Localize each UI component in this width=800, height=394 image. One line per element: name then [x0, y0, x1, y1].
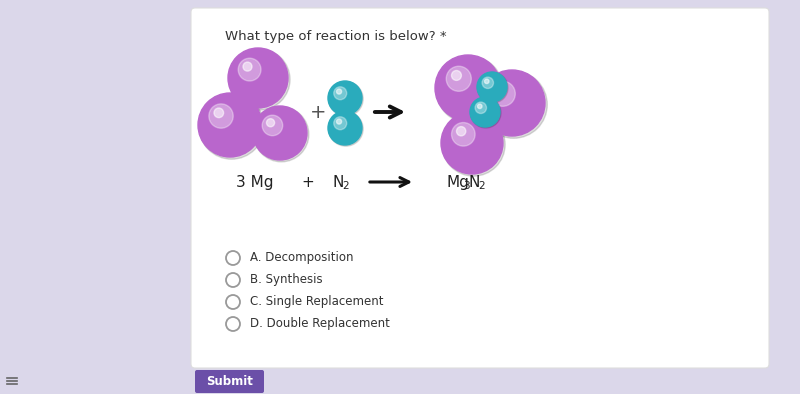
Circle shape — [470, 97, 501, 128]
Circle shape — [328, 111, 362, 145]
Circle shape — [490, 81, 515, 106]
Circle shape — [470, 97, 500, 127]
Circle shape — [482, 77, 494, 89]
Circle shape — [479, 70, 545, 136]
Text: 3 Mg: 3 Mg — [236, 175, 274, 190]
Circle shape — [262, 115, 282, 136]
Text: 2: 2 — [478, 181, 485, 191]
Text: Mg: Mg — [446, 175, 469, 190]
Text: +: + — [302, 175, 314, 190]
Circle shape — [334, 117, 346, 130]
Circle shape — [214, 108, 224, 118]
Circle shape — [228, 48, 288, 108]
Circle shape — [329, 112, 363, 146]
Circle shape — [495, 85, 506, 95]
Text: Submit: Submit — [206, 375, 253, 388]
Text: B. Synthesis: B. Synthesis — [250, 273, 322, 286]
Text: 3: 3 — [463, 181, 470, 191]
Circle shape — [199, 94, 264, 159]
Circle shape — [451, 123, 475, 146]
FancyBboxPatch shape — [195, 370, 264, 393]
Circle shape — [480, 71, 547, 138]
Text: A. Decomposition: A. Decomposition — [250, 251, 354, 264]
Circle shape — [328, 81, 362, 115]
Circle shape — [478, 72, 508, 103]
Text: +: + — [310, 102, 326, 121]
FancyBboxPatch shape — [191, 8, 769, 368]
Circle shape — [253, 106, 307, 160]
Text: 2: 2 — [342, 181, 349, 191]
Circle shape — [209, 104, 234, 128]
Circle shape — [329, 82, 363, 116]
Circle shape — [436, 56, 503, 123]
Circle shape — [446, 66, 471, 91]
Circle shape — [229, 49, 290, 110]
Circle shape — [243, 62, 252, 71]
Circle shape — [442, 113, 505, 176]
Circle shape — [457, 126, 466, 136]
Text: What type of reaction is below? *: What type of reaction is below? * — [225, 30, 446, 43]
Circle shape — [477, 72, 507, 102]
Circle shape — [266, 119, 274, 127]
Circle shape — [435, 55, 501, 121]
Circle shape — [478, 104, 482, 109]
Circle shape — [485, 79, 489, 84]
Circle shape — [441, 112, 503, 174]
Circle shape — [451, 71, 462, 80]
Circle shape — [337, 89, 342, 94]
Text: C. Single Replacement: C. Single Replacement — [250, 296, 383, 309]
Circle shape — [238, 58, 261, 81]
Circle shape — [475, 102, 486, 113]
Circle shape — [337, 119, 342, 124]
Text: N: N — [333, 175, 344, 190]
Text: N: N — [469, 175, 480, 190]
Circle shape — [334, 87, 346, 100]
Circle shape — [198, 93, 262, 157]
Text: D. Double Replacement: D. Double Replacement — [250, 318, 390, 331]
Circle shape — [254, 107, 309, 162]
